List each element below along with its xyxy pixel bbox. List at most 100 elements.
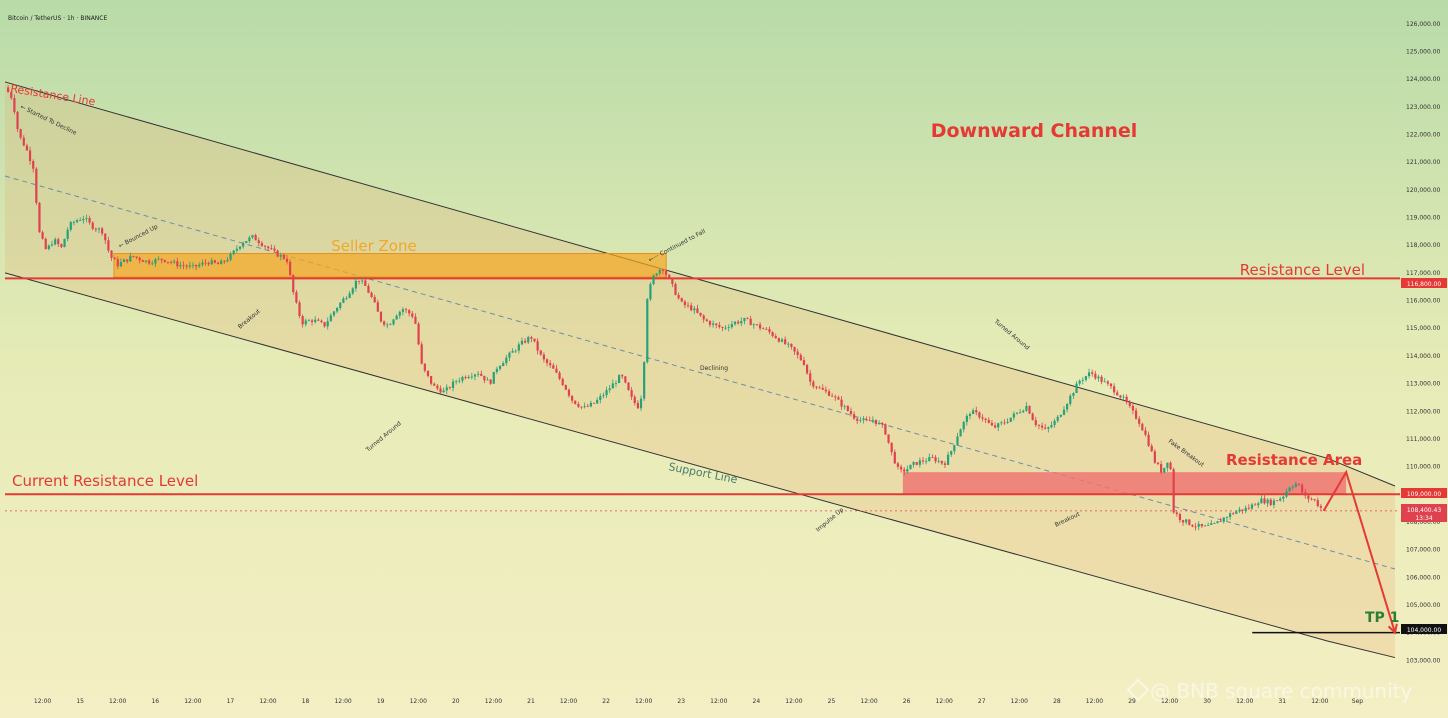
candle-body <box>489 379 492 384</box>
candle-body <box>517 344 520 351</box>
current-resistance-price-tag: 109,000.00 <box>1401 488 1447 498</box>
candle-body <box>7 87 10 93</box>
candle-body <box>486 379 489 381</box>
candle-body <box>285 258 289 262</box>
candle-body <box>664 270 668 275</box>
candle-body <box>480 373 483 376</box>
candle-body <box>307 320 311 322</box>
seller-zone-label: Seller Zone <box>331 237 416 255</box>
candle-body <box>226 259 229 262</box>
x-tick-label: 12:00 <box>1011 698 1028 705</box>
candle-body <box>596 399 599 404</box>
candle-body <box>570 395 574 401</box>
candle-body <box>843 406 846 407</box>
candle-body <box>561 378 564 386</box>
candle-body <box>624 376 627 383</box>
candle-body <box>282 254 285 259</box>
candle-body <box>101 228 104 234</box>
y-tick-label: 122,000.00 <box>1406 132 1441 139</box>
candle-body <box>135 256 138 258</box>
candle-body <box>827 391 831 396</box>
candle-body <box>733 321 737 325</box>
x-tick-label: 12:00 <box>334 698 351 705</box>
candle-body <box>301 316 304 325</box>
candle-body <box>1094 373 1097 379</box>
candle-body <box>467 376 470 379</box>
x-tick-label: Sep <box>1352 698 1364 705</box>
candle-body <box>592 402 596 404</box>
y-tick-label: 115,000.00 <box>1406 325 1441 332</box>
svg-text:@ BNB square community: @ BNB square community <box>1150 679 1413 703</box>
candle-body <box>1163 467 1166 473</box>
candle-body <box>1291 486 1294 488</box>
x-tick-label: 12:00 <box>1161 698 1178 705</box>
candle-body <box>984 418 987 420</box>
candle-body <box>874 419 878 425</box>
x-tick-label: 12:00 <box>785 698 802 705</box>
candle-body <box>1037 424 1041 426</box>
y-tick-label: 114,000.00 <box>1406 353 1441 360</box>
x-tick-label: 24 <box>753 698 761 705</box>
candle-body <box>182 265 185 266</box>
candle-body <box>906 469 909 472</box>
annotation-declining: Declining <box>700 365 728 372</box>
candle-body <box>317 319 320 321</box>
resistance-area-box <box>902 472 1347 495</box>
candle-body <box>148 260 151 264</box>
candle-body <box>649 284 652 300</box>
candle-body <box>1025 405 1028 411</box>
candle-body <box>204 262 207 264</box>
candle-body <box>310 320 314 322</box>
candle-body <box>257 240 260 244</box>
candle-body <box>1244 507 1247 511</box>
candle-body <box>862 419 865 421</box>
candle-body <box>677 294 680 299</box>
candle-body <box>1059 414 1062 417</box>
candle-body <box>621 375 624 377</box>
candle-body <box>314 319 317 322</box>
candle-body <box>975 410 978 413</box>
candle-body <box>1113 386 1116 393</box>
candle-body <box>16 111 19 130</box>
candle-body <box>414 316 417 324</box>
x-tick-label: 22 <box>602 698 610 705</box>
candle-body <box>1216 521 1219 524</box>
candle-body <box>1128 402 1131 406</box>
candle-body <box>1301 484 1304 493</box>
candle-body <box>401 309 405 312</box>
x-tick-label: 12:00 <box>560 698 577 705</box>
candle-body <box>50 244 54 246</box>
candle-body <box>514 350 517 352</box>
candle-body <box>937 460 940 462</box>
candle-body <box>35 168 38 203</box>
candle-body <box>1288 487 1291 492</box>
candle-body <box>1235 511 1238 514</box>
candle-body <box>849 410 853 415</box>
candle-body <box>436 385 439 389</box>
candle-body <box>909 464 912 470</box>
candle-body <box>1031 413 1034 421</box>
candle-body <box>455 381 458 382</box>
candle-body <box>752 324 755 326</box>
countdown-timer: 13:34 <box>1415 515 1432 522</box>
watermark: @ BNB square community <box>1126 678 1413 703</box>
candle-body <box>1269 499 1272 506</box>
candle-body <box>79 220 82 222</box>
candle-body <box>630 390 633 397</box>
candle-body <box>75 220 79 223</box>
y-tick-label: 126,000.00 <box>1406 21 1441 28</box>
candle-body <box>1178 514 1182 521</box>
candle-body <box>270 248 273 249</box>
candle-body <box>41 232 44 239</box>
candle-body <box>104 233 107 241</box>
candle-body <box>430 375 433 384</box>
candle-body <box>1156 462 1160 465</box>
candle-body <box>1232 513 1235 515</box>
y-tick-label: 110,000.00 <box>1406 464 1441 471</box>
candle-body <box>956 436 959 446</box>
candle-body <box>1316 500 1319 507</box>
candle-body <box>1297 483 1301 485</box>
candle-body <box>379 311 383 322</box>
candle-body <box>746 317 749 319</box>
